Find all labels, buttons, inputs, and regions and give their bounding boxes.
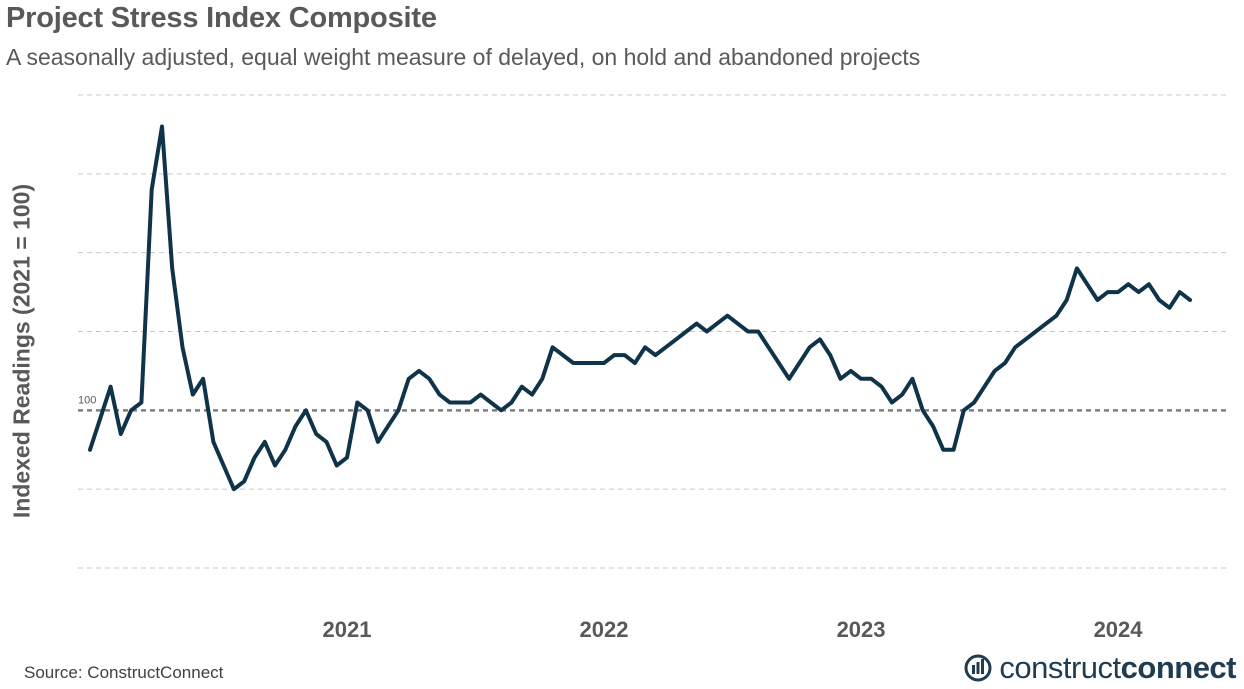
x-tick-label-2024: 2024 [1094, 617, 1144, 642]
reference-line-label: 100 [78, 394, 96, 406]
logo-text-regular: construct [999, 650, 1121, 685]
constructconnect-logo-icon [964, 654, 992, 682]
chart-title: Project Stress Index Composite [6, 2, 437, 34]
logo-text-bold: connect [1120, 650, 1237, 685]
series-line-0 [88, 124, 1192, 492]
x-tick-label-2022: 2022 [580, 617, 629, 642]
source-note: Source: ConstructConnect [24, 663, 224, 682]
constructconnect-logo: constructconnect [963, 650, 1237, 686]
x-tick-label-2023: 2023 [837, 617, 886, 642]
y-axis-label: Indexed Readings (2021 = 100) [8, 183, 35, 519]
chart-subtitle: A seasonally adjusted, equal weight meas… [6, 44, 921, 70]
x-tick-label-2021: 2021 [323, 617, 372, 642]
logo-wordmark: constructconnect [999, 650, 1236, 686]
